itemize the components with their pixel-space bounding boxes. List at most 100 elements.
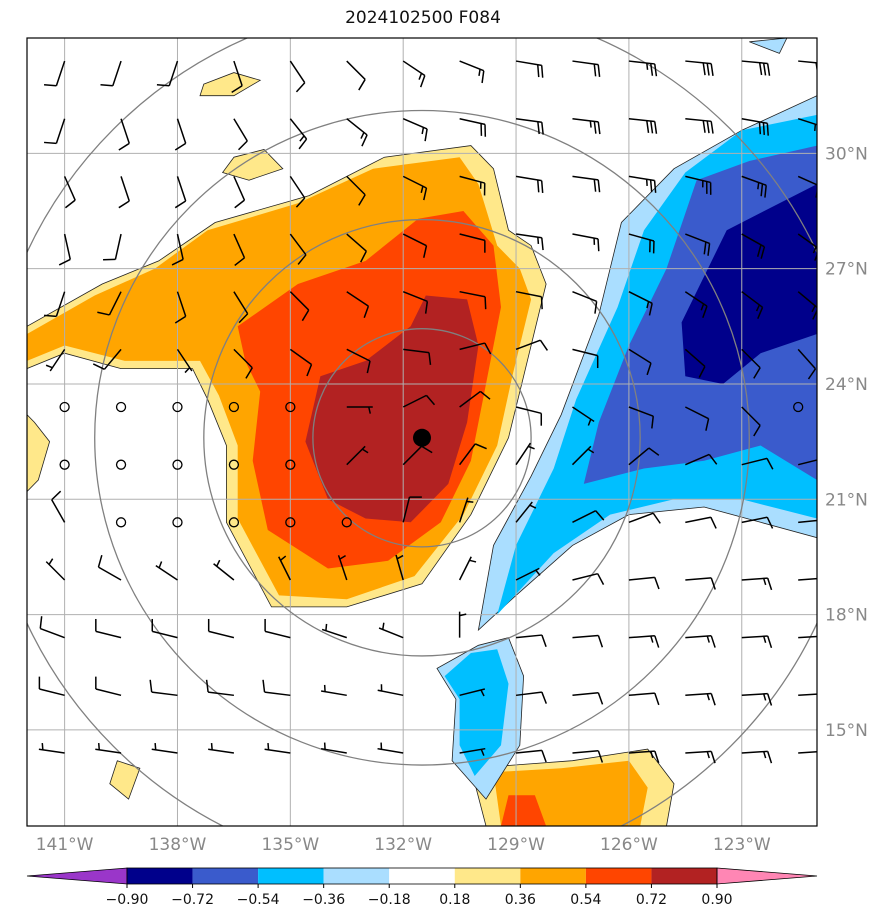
- barb-shaft: [628, 447, 650, 466]
- colorbar-label-9: 0.90: [701, 892, 732, 908]
- barb-shaft: [797, 348, 817, 370]
- y-tick-label-4: 18°N: [825, 606, 868, 626]
- calm-circle: [115, 401, 127, 413]
- colorbar-segment-4: [389, 868, 455, 884]
- barb-shaft: [628, 692, 655, 697]
- barb-shaft: [459, 390, 481, 408]
- wind-barb: [118, 176, 130, 209]
- barb-flag: [762, 122, 766, 135]
- barb-flag: [710, 121, 714, 134]
- colorbar-label-1: −0.72: [171, 892, 214, 908]
- wind-barb: [628, 447, 660, 466]
- wind-barb: [798, 693, 817, 697]
- barb-shaft: [741, 60, 768, 65]
- barb-flag: [710, 751, 716, 764]
- wind-barb: [45, 558, 66, 581]
- barb-half-flag: [706, 693, 710, 701]
- barb-flag: [171, 258, 184, 266]
- barb-half-flag: [646, 301, 650, 309]
- barb-shaft: [402, 233, 427, 247]
- wind-barb: [59, 459, 70, 470]
- wind-barb: [572, 348, 599, 369]
- wind-barb: [459, 443, 487, 466]
- barb-shaft: [459, 60, 485, 72]
- barb-shaft: [45, 561, 66, 581]
- wind-barb: [377, 684, 404, 697]
- barb-shaft: [515, 691, 542, 697]
- barb-shaft: [685, 117, 712, 123]
- wind-barb: [515, 406, 543, 426]
- barb-shaft: [377, 689, 404, 697]
- barb-half-flag: [480, 689, 485, 697]
- wind-barb: [572, 510, 605, 524]
- wind-barb: [798, 459, 817, 466]
- barb-flag: [295, 197, 306, 208]
- barb-flag: [702, 120, 706, 133]
- barb-half-flag: [339, 554, 346, 560]
- wind-barb: [341, 517, 352, 528]
- barb-shaft: [628, 406, 654, 417]
- barb-shaft: [213, 563, 235, 581]
- wind-barb: [628, 512, 661, 524]
- y-tick-label-2: 24°N: [825, 375, 868, 395]
- wind-barb: [572, 60, 601, 77]
- barb-shaft: [458, 497, 469, 523]
- wind-barb: [346, 445, 369, 466]
- barb-half-flag: [420, 186, 424, 193]
- barb-flag: [306, 364, 313, 377]
- wind-barb: [628, 576, 660, 590]
- wind-barb: [515, 339, 549, 351]
- barb-shaft: [798, 519, 817, 524]
- barb-shaft: [685, 175, 711, 184]
- x-tick-label-4: 129°W: [487, 835, 545, 855]
- barb-shaft: [403, 348, 430, 354]
- wind-barb: [458, 497, 474, 523]
- barb-flag: [537, 64, 540, 78]
- barb-shaft: [741, 406, 761, 426]
- wind-barb: [320, 684, 347, 697]
- wind-barb: [459, 342, 492, 355]
- barb-flag: [419, 75, 426, 88]
- barb-shaft: [515, 634, 542, 639]
- barb-flag: [597, 64, 601, 77]
- chart-title: 2024102500 F084: [345, 8, 501, 28]
- barb-shaft: [278, 556, 292, 581]
- calm-circle: [341, 517, 352, 528]
- barb-shaft: [741, 457, 768, 466]
- barb-flag: [156, 84, 170, 87]
- barb-flag: [484, 296, 487, 310]
- wind-barb: [459, 688, 486, 697]
- barb-flag: [766, 577, 773, 591]
- barb-flag: [654, 750, 660, 764]
- barb-shaft: [39, 688, 65, 697]
- barb-flag: [710, 577, 716, 590]
- barb-flag: [44, 84, 57, 87]
- wind-barb: [741, 406, 761, 437]
- wind-barb: [95, 743, 122, 754]
- wind-barb: [685, 117, 714, 134]
- barb-flag: [764, 185, 767, 198]
- wind-barb: [118, 118, 130, 151]
- barb-shaft: [459, 233, 486, 242]
- x-tick-label-6: 123°W: [713, 835, 771, 855]
- barb-half-flag: [299, 135, 305, 142]
- wind-barb: [289, 175, 306, 208]
- center-dot: [413, 428, 431, 447]
- wind-barb: [628, 291, 653, 316]
- barb-shaft: [289, 118, 308, 140]
- barb-flag: [298, 138, 308, 150]
- barb-shaft: [459, 342, 486, 351]
- barb-shaft: [233, 233, 246, 259]
- barb-flag: [238, 313, 249, 324]
- barb-flag: [537, 121, 540, 135]
- barb-half-flag: [587, 418, 592, 426]
- barb-shaft: [459, 175, 485, 184]
- positive-region-7: [27, 414, 51, 493]
- barb-flag: [654, 121, 658, 134]
- colorbar-segment-5: [454, 868, 521, 884]
- calm-circle: [228, 459, 240, 470]
- calm-circle: [172, 401, 183, 413]
- colorbar-segment-7: [585, 868, 652, 884]
- barb-half-flag: [478, 69, 481, 77]
- barb-flag: [654, 63, 658, 77]
